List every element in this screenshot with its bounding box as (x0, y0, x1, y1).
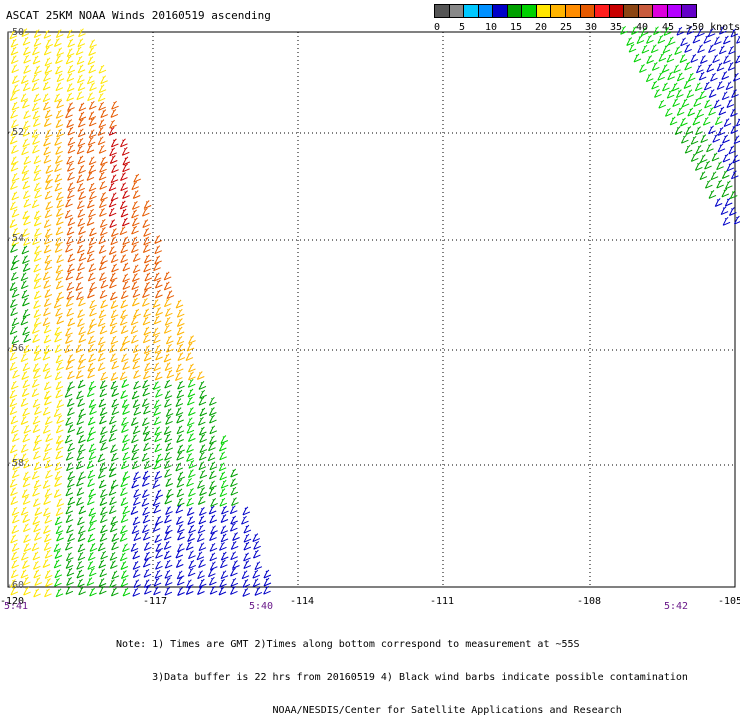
legend-swatch (463, 4, 479, 18)
lat-label-52: -52 (6, 127, 25, 138)
legend-swatch (608, 4, 625, 18)
wind-barbs-left-swath (53, 378, 229, 598)
lon-label-120: -120 (0, 596, 25, 607)
legend-swatch (666, 4, 683, 18)
lon-label-117: -117 (143, 596, 168, 607)
footnote-line-1: Note: 1) Times are GMT 2)Times along bot… (116, 639, 580, 650)
legend-label: 0 (434, 22, 441, 33)
time-label-left: 5:41 (4, 601, 29, 612)
footnote-line-2: 3)Data buffer is 22 hrs from 20160519 4)… (116, 672, 688, 683)
legend-label: 5 (459, 22, 466, 33)
wind-barbs-left-swath (64, 100, 175, 301)
map-title: ASCAT 25KM NOAA Winds 20160519 ascending (6, 9, 271, 22)
wind-barb-swaths (9, 25, 740, 598)
legend-swatch (550, 4, 566, 18)
lat-label-60: -60 (6, 580, 25, 591)
map-frame (7, 31, 736, 588)
legend-swatch (565, 4, 581, 18)
lon-label-105: -105 (718, 596, 740, 607)
legend-label: >50 knots (686, 22, 740, 33)
legend-swatch (492, 4, 508, 18)
wind-map (7, 25, 740, 598)
wind-barbs-right-swath (620, 25, 723, 127)
legend-swatch (434, 4, 450, 18)
legend-label: 15 (510, 22, 523, 33)
lat-label-54: -54 (6, 233, 25, 244)
legend-swatch (623, 4, 639, 18)
legend-swatch (448, 4, 465, 18)
legend-label: 20 (535, 22, 548, 33)
footnotes: Note: 1) Times are GMT 2)Times along bot… (116, 617, 688, 727)
wind-barbs-left-swath (9, 244, 239, 597)
wind-barbs-right-swath (676, 25, 740, 226)
lat-label-50: -50 (6, 27, 25, 38)
legend-swatch (506, 4, 523, 18)
lat-lon-grid (8, 32, 735, 587)
lon-label-111: -111 (430, 596, 455, 607)
legend-label: 35 (610, 22, 623, 33)
legend-swatch (535, 4, 552, 18)
legend-label: 30 (585, 22, 598, 33)
wind-barbs-left-swath (9, 28, 108, 598)
legend-swatch (652, 4, 668, 18)
wind-barbs-right-swath (674, 126, 738, 200)
legend-swatch (594, 4, 610, 18)
time-label-middle: 5:40 (249, 601, 274, 612)
wind-barbs-left-swath (108, 126, 131, 229)
lat-label-58: -58 (6, 458, 25, 469)
legend-swatch (579, 4, 596, 18)
legend-label: 45 (662, 22, 675, 33)
legend-swatch (637, 4, 654, 18)
lon-label-114: -114 (290, 596, 315, 607)
wind-barbs-left-swath (130, 470, 272, 597)
footnote-line-3: NOAA/NESDIS/Center for Satellite Applica… (116, 705, 622, 716)
lat-label-56: -56 (6, 343, 25, 354)
legend-swatch (681, 4, 697, 18)
legend-swatch (521, 4, 537, 18)
legend-label: 10 (485, 22, 498, 33)
wind-barbs-left-swath (42, 99, 205, 382)
legend-label: 25 (560, 22, 573, 33)
legend-label: 40 (636, 22, 649, 33)
legend-swatch (477, 4, 494, 18)
lon-label-108: -108 (577, 596, 602, 607)
time-label-right: 5:42 (664, 601, 689, 612)
